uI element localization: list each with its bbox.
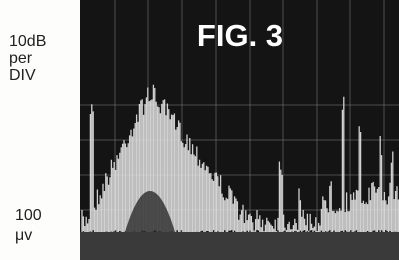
baseline-band <box>80 232 399 260</box>
scale-label: DIV <box>9 67 36 84</box>
reference-label: 100 <box>15 207 42 224</box>
reference-label: μv <box>15 227 32 244</box>
page: {"figure": {"title": "FIG. 3", "scale_la… <box>0 0 399 260</box>
figure-title: FIG. 3 <box>197 18 283 53</box>
scale-label: per <box>9 50 33 67</box>
scale-label: 10dB <box>9 33 46 50</box>
figure: FIG. 3 10dB per DIV 100 μv <box>0 0 399 260</box>
